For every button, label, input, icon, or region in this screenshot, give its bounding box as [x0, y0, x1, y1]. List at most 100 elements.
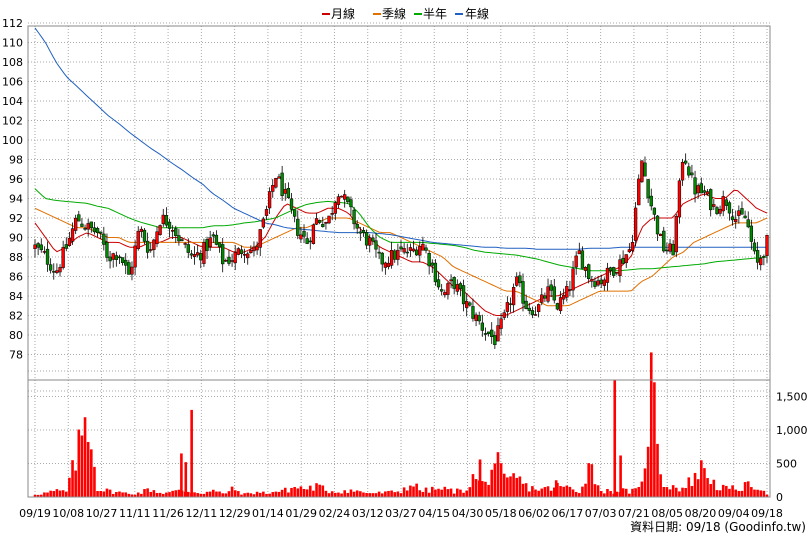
volume-bar: [334, 492, 337, 497]
candle-body: [124, 259, 128, 266]
volume-bar: [127, 493, 131, 497]
candle-body: [465, 300, 469, 308]
date-tick-label: 02/24: [319, 507, 351, 520]
volume-bar: [568, 486, 572, 497]
candle-body: [136, 230, 140, 250]
date-tick-label: 12/29: [219, 507, 251, 520]
candle-body: [568, 289, 572, 291]
volume-bar: [237, 491, 240, 497]
candle-body: [549, 284, 553, 291]
candle-body: [102, 233, 106, 245]
candle-body: [346, 196, 350, 203]
volume-bar: [440, 489, 443, 497]
candle-body: [615, 272, 619, 274]
candle-body: [239, 249, 244, 254]
candle-body: [258, 229, 262, 248]
volume-bar: [230, 486, 234, 497]
candle-body: [699, 183, 703, 194]
volume-bar: [459, 489, 462, 497]
candle-body: [180, 239, 184, 241]
candle-body: [555, 303, 560, 310]
candle-body: [105, 241, 109, 258]
price-tick-label: 80: [9, 329, 23, 342]
date-tick-label: 11/11: [119, 507, 151, 520]
candle-body: [724, 199, 728, 206]
candle-body: [477, 315, 481, 322]
volume-bar: [265, 493, 268, 497]
candle-body: [443, 292, 447, 296]
candle-body: [177, 235, 181, 242]
volume-bar: [418, 490, 422, 497]
volume-bar: [68, 477, 71, 497]
volume-bar: [515, 477, 519, 497]
candle-body: [571, 268, 575, 291]
volume-bar: [634, 488, 637, 497]
volume-bar: [734, 489, 738, 497]
candle-body: [311, 224, 316, 244]
volume-bar: [287, 492, 290, 497]
volume-bar: [290, 487, 293, 497]
volume-bar: [449, 488, 453, 497]
volume-bar: [243, 493, 246, 497]
candle-body: [145, 240, 150, 253]
volume-bar: [543, 487, 547, 497]
candle-body: [665, 249, 669, 252]
volume-bar: [565, 485, 569, 497]
candlesticks: [33, 153, 769, 349]
volume-axis-labels: 0 500 1,000 1,500: [776, 391, 808, 505]
volume-bar: [227, 491, 231, 497]
candle-body: [199, 253, 203, 261]
volume-bar: [115, 492, 118, 497]
price-tick-label: 90: [9, 232, 23, 245]
volume-bar: [152, 490, 156, 497]
volume-panel-frame: [27, 379, 771, 498]
candle-body: [562, 294, 566, 300]
candle-body: [255, 246, 259, 251]
price-tick-label: 102: [2, 115, 23, 128]
candle-body: [343, 194, 347, 200]
volume-bar: [446, 489, 450, 497]
candle-body: [58, 267, 62, 273]
volume-bar: [668, 489, 672, 497]
candle-body: [202, 242, 206, 264]
date-tick-label: 10/27: [86, 507, 118, 520]
volume-bar: [662, 486, 666, 497]
volume-bar: [527, 491, 531, 497]
date-tick-label: 07/21: [618, 507, 650, 520]
candle-body: [418, 246, 422, 256]
volume-bar: [731, 485, 734, 497]
candle-body: [111, 253, 115, 260]
candle-body: [277, 176, 281, 179]
candle-body: [186, 244, 190, 253]
volume-bar: [671, 485, 675, 497]
date-tick-label: 09/19: [19, 507, 51, 520]
volume-bar: [434, 489, 437, 497]
volume-bar: [277, 491, 281, 497]
candle-body: [552, 286, 556, 301]
volume-bar: [427, 492, 431, 497]
candle-body: [709, 189, 713, 211]
candle-body: [680, 161, 685, 181]
candle-body: [289, 198, 294, 210]
candle-body: [292, 209, 297, 217]
candle-body: [117, 256, 122, 259]
candle-body: [446, 283, 450, 295]
volume-bar: [174, 490, 178, 497]
volume-tick-label: 1,000: [776, 424, 808, 437]
volume-bar: [462, 492, 465, 497]
volume-bar: [405, 490, 409, 497]
volume-bar: [750, 487, 753, 497]
candle-body: [55, 270, 59, 273]
volume-bar: [136, 492, 140, 497]
candle-body: [693, 177, 697, 195]
candle-body: [652, 207, 657, 215]
volume-bar: [421, 491, 425, 497]
volume-bar: [133, 494, 137, 497]
volume-bar: [359, 491, 362, 497]
volume-bar: [77, 429, 81, 497]
date-axis-labels: 09/19 10/08 10/27 11/11 11/26 12/11 12/29 01/14…: [19, 507, 783, 520]
date-tick-label: 08/20: [685, 507, 717, 520]
price-tick-label: 88: [9, 251, 23, 264]
candle-body: [352, 209, 356, 225]
